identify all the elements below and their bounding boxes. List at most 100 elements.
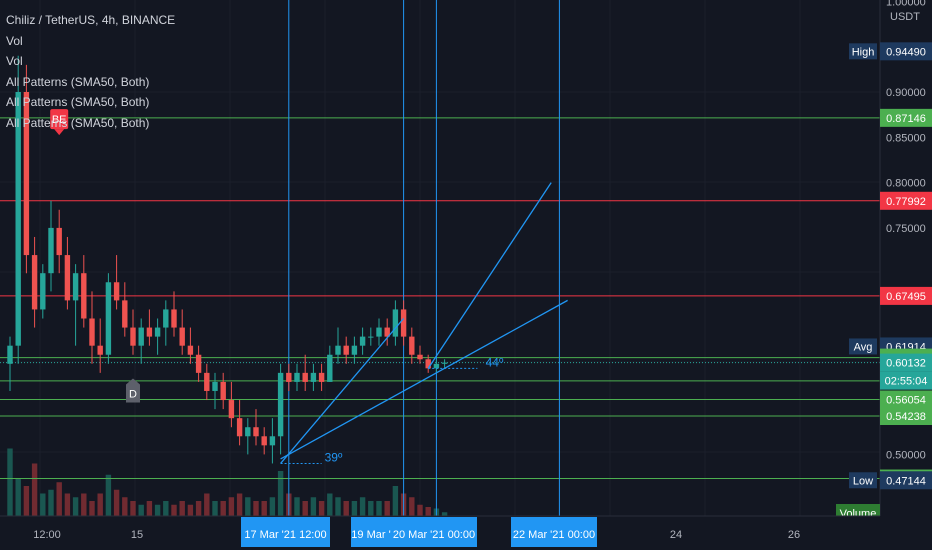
price-tick: 0.50000 bbox=[886, 449, 926, 461]
volume-bar bbox=[228, 497, 235, 516]
legend-vol-2[interactable]: Vol bbox=[6, 54, 23, 68]
volume-bar bbox=[138, 504, 144, 516]
volume-bar bbox=[302, 501, 308, 516]
price-tag: 0.56054 bbox=[880, 390, 932, 409]
legend-patterns-3[interactable]: All Patterns (SMA50, Both) bbox=[6, 115, 150, 130]
candle-body bbox=[441, 362, 448, 364]
candle-body bbox=[335, 345, 341, 355]
volume-bar bbox=[146, 501, 153, 516]
candle-body bbox=[327, 354, 333, 382]
candle-body bbox=[351, 345, 358, 355]
time-marker-bg bbox=[241, 517, 330, 547]
price-tag-label-bg bbox=[849, 43, 877, 60]
volume-bar bbox=[204, 493, 210, 516]
candle-body bbox=[171, 309, 177, 328]
price-tag: 0.60132 bbox=[880, 353, 932, 372]
trendline-2 bbox=[427, 182, 552, 369]
candle-body bbox=[343, 345, 349, 355]
candle-body bbox=[400, 309, 407, 337]
pattern-be-label: BE bbox=[52, 114, 67, 126]
price-tag-value: 0.77992 bbox=[886, 196, 926, 208]
price-tag: 0.54238 bbox=[880, 407, 932, 426]
price-tag-bg bbox=[880, 407, 932, 426]
volume-bar bbox=[343, 501, 349, 516]
price-tag-bg bbox=[880, 108, 932, 127]
angle-label-44: 44º bbox=[486, 355, 504, 369]
time-tick: 12:00 bbox=[33, 529, 61, 541]
time-tick: 24 bbox=[670, 529, 682, 541]
candle-body bbox=[409, 336, 415, 355]
price-tick: 0.80000 bbox=[886, 178, 926, 190]
candle-body bbox=[187, 345, 194, 355]
candle-body bbox=[48, 227, 54, 274]
angle-label-39: 39º bbox=[325, 450, 343, 464]
price-tag-label: Low bbox=[853, 475, 873, 487]
candle-body bbox=[220, 381, 226, 401]
currency-label: USDT bbox=[890, 11, 920, 23]
time-tick: 15 bbox=[131, 529, 143, 541]
volume-bar bbox=[122, 497, 128, 516]
price-tick: 0.75000 bbox=[886, 223, 926, 235]
time-axis[interactable]: 12:00 15 24 26 17 Mar '21 12:00 19 Mar ' 20 Ma… bbox=[0, 515, 932, 550]
volume-bar bbox=[376, 501, 382, 516]
candle-body bbox=[146, 327, 153, 337]
price-tag-bg bbox=[880, 390, 932, 409]
candle-body bbox=[261, 436, 267, 446]
price-tag-value: 0.47144 bbox=[886, 475, 926, 487]
legend-vol-1[interactable]: Vol bbox=[6, 33, 23, 48]
price-tag-bg bbox=[880, 286, 932, 305]
candle-body bbox=[302, 372, 308, 382]
volume-bar bbox=[113, 489, 120, 516]
price-tag-label: Avg bbox=[854, 341, 873, 353]
candle-body bbox=[154, 327, 161, 337]
candle-body bbox=[425, 359, 431, 369]
symbol-title[interactable]: Chiliz / TetherUS, 4h, BINANCE bbox=[6, 13, 176, 27]
volume-bar bbox=[31, 463, 38, 516]
volume-bar bbox=[195, 501, 202, 516]
candle-body bbox=[212, 381, 218, 391]
volume-bar bbox=[40, 493, 46, 516]
time-marker-label: 20 Mar '21 00:00 bbox=[393, 529, 475, 541]
candle-body bbox=[277, 372, 284, 437]
candle-body bbox=[64, 255, 71, 301]
legend-patterns-2[interactable]: All Patterns (SMA50, Both) bbox=[6, 95, 150, 109]
price-tag: 0.77992 bbox=[880, 191, 932, 210]
vertical-lines bbox=[288, 0, 560, 516]
time-marker-label: 19 Mar ' bbox=[351, 529, 390, 541]
price-tag-bg bbox=[880, 371, 932, 390]
candle-body bbox=[15, 92, 21, 346]
price-tag: 02:55:04 bbox=[880, 371, 932, 390]
candle-body bbox=[236, 418, 243, 437]
candle-body bbox=[253, 427, 259, 437]
legend-patterns-1[interactable]: All Patterns (SMA50, Both) bbox=[6, 74, 150, 89]
volume-bar bbox=[89, 501, 95, 516]
price-axis[interactable]: USDT 1.00000 0.90000 0.85000 0.80000 0.75000 0… bbox=[836, 0, 932, 550]
volume-bar bbox=[425, 507, 431, 516]
chart-legend: Chiliz / TetherUS, 4h, BINANCE Vol Vol A… bbox=[6, 10, 175, 133]
candle-body bbox=[23, 92, 30, 256]
candle-body bbox=[204, 372, 210, 391]
price-tag-value: 0.60132 bbox=[886, 358, 926, 370]
volume-bar bbox=[359, 497, 366, 516]
candle-body bbox=[318, 372, 325, 382]
pattern-be-badge bbox=[50, 109, 69, 130]
volume-bar bbox=[154, 504, 161, 516]
trendline-1 bbox=[280, 318, 405, 464]
volume-bar bbox=[48, 489, 54, 516]
volume-bar bbox=[310, 497, 317, 516]
time-marker-bg bbox=[511, 517, 597, 547]
volume-bar bbox=[277, 471, 284, 516]
candle-body bbox=[433, 363, 440, 369]
volume-bar bbox=[97, 493, 103, 516]
price-tag: High 0.94490 bbox=[849, 42, 932, 61]
price-tag-value: 0.87146 bbox=[886, 113, 926, 125]
candle-body bbox=[368, 336, 374, 338]
price-tag-bg bbox=[880, 471, 932, 490]
volume-bar bbox=[64, 493, 71, 516]
candle-body bbox=[130, 327, 136, 346]
candle-body bbox=[113, 282, 120, 301]
volume-bar bbox=[335, 497, 341, 516]
price-tag: 0.67495 bbox=[880, 286, 932, 305]
candle-body bbox=[359, 336, 366, 346]
